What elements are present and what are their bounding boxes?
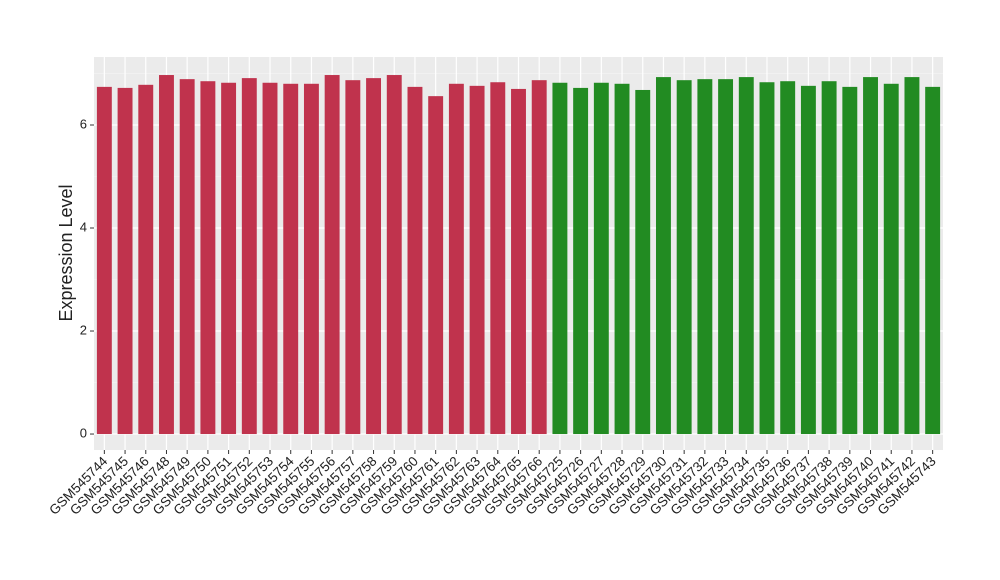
bar xyxy=(159,75,174,435)
bar xyxy=(655,77,671,435)
y-tick-label: 6 xyxy=(80,116,87,131)
y-tick-label: 0 xyxy=(80,425,87,440)
bar xyxy=(883,83,899,435)
bar xyxy=(200,81,216,435)
bar xyxy=(925,86,941,435)
bar xyxy=(593,82,609,435)
bar xyxy=(366,78,382,435)
bar xyxy=(96,86,112,435)
bar xyxy=(221,82,237,435)
bar xyxy=(821,81,837,435)
bar xyxy=(138,84,154,435)
bar xyxy=(179,79,195,435)
bar xyxy=(759,82,775,435)
bar xyxy=(697,79,713,435)
bar xyxy=(386,75,402,435)
bar xyxy=(345,80,361,435)
bar xyxy=(241,78,257,435)
bar xyxy=(635,89,651,435)
bar xyxy=(303,83,319,435)
bar xyxy=(800,85,816,435)
y-tick-label: 2 xyxy=(80,322,87,337)
bar xyxy=(262,82,278,435)
bar xyxy=(117,87,133,435)
bar xyxy=(842,86,858,435)
bar xyxy=(904,77,920,435)
bar xyxy=(490,82,506,435)
bar xyxy=(324,75,340,435)
bar xyxy=(780,81,796,435)
bar xyxy=(614,83,630,435)
bar xyxy=(552,82,568,435)
bar xyxy=(448,83,464,435)
bar xyxy=(407,86,423,435)
bar xyxy=(469,85,485,435)
bar xyxy=(676,80,692,435)
bar xyxy=(283,83,299,435)
bar xyxy=(531,80,547,435)
y-axis-label: Expression Level xyxy=(56,184,76,321)
bar xyxy=(863,77,878,435)
bar xyxy=(428,96,444,435)
bar xyxy=(511,88,526,435)
bar xyxy=(573,87,589,435)
y-tick-label: 4 xyxy=(80,219,87,234)
bar xyxy=(738,77,754,435)
bar xyxy=(718,79,734,435)
